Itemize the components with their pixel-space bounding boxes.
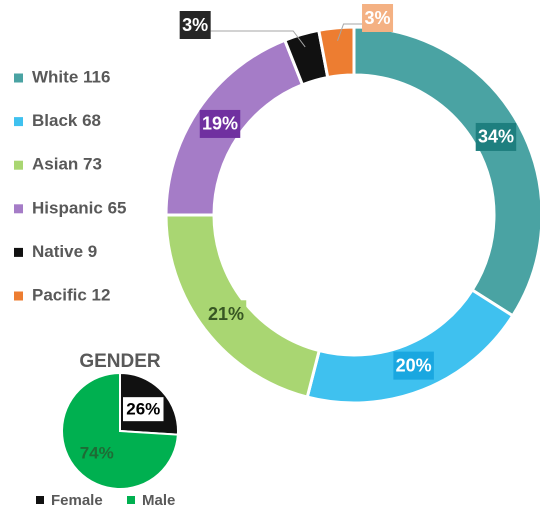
legend-swatch — [14, 117, 23, 127]
legend-label: Male — [142, 492, 175, 509]
legend-label: White 116 — [32, 67, 110, 86]
legend-label: Black 68 — [32, 111, 101, 130]
legend-swatch — [14, 73, 23, 83]
donut-segment — [305, 287, 515, 405]
data-label: 3% — [182, 15, 208, 35]
data-label: 20% — [396, 355, 432, 375]
donut-segment — [317, 25, 356, 80]
legend-label: Native 9 — [32, 242, 97, 261]
legend-label: Pacific 12 — [32, 285, 110, 304]
data-label: 21% — [208, 304, 244, 324]
legend-swatch — [36, 496, 44, 504]
legend-swatch — [14, 160, 23, 170]
data-label: 26% — [126, 400, 160, 419]
data-label-box — [475, 122, 517, 151]
donut-segment — [352, 25, 540, 318]
legend-swatch — [14, 204, 23, 214]
data-label-box — [123, 397, 164, 422]
legend-label: Hispanic 65 — [32, 198, 127, 217]
data-label-box — [393, 351, 434, 380]
legend-swatch — [127, 496, 135, 504]
leader-line — [337, 23, 363, 41]
chart-title: GENDER — [79, 351, 161, 372]
pie-slice — [61, 371, 179, 490]
data-label: 34% — [478, 127, 514, 147]
data-label: 19% — [202, 114, 238, 134]
data-label-box — [179, 11, 211, 39]
legend-swatch — [14, 291, 23, 301]
data-label-box — [362, 4, 394, 32]
data-label-box — [199, 109, 241, 138]
data-label: 74% — [80, 443, 114, 462]
data-label-box — [205, 300, 247, 329]
legend-swatch — [14, 247, 23, 257]
data-label: 3% — [365, 8, 391, 28]
legend-label: Female — [51, 492, 103, 509]
leader-line — [210, 30, 306, 48]
legend-label: Asian 73 — [32, 155, 102, 174]
